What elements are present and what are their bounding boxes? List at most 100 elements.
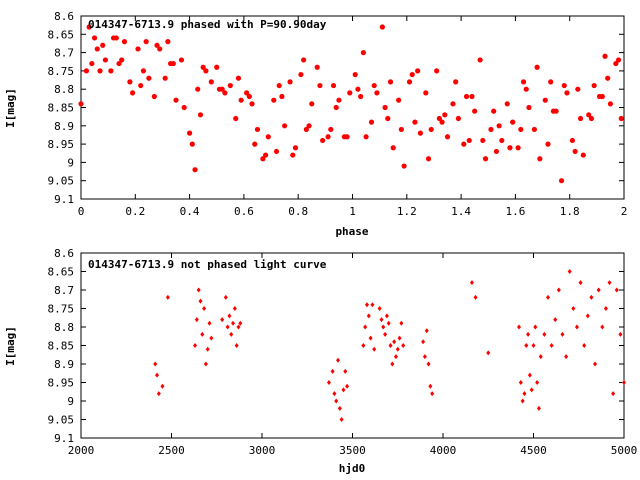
data-point xyxy=(271,97,277,103)
data-point xyxy=(536,405,541,411)
x-tick-label: 2000 xyxy=(68,444,95,457)
data-point xyxy=(244,90,250,96)
data-point xyxy=(195,86,201,92)
data-point xyxy=(424,328,429,334)
data-point xyxy=(368,119,375,125)
data-point xyxy=(143,39,149,45)
data-point xyxy=(571,306,576,311)
x-axis-label: hjd0 xyxy=(339,462,366,475)
data-point xyxy=(108,68,114,74)
data-point xyxy=(463,93,470,100)
data-point xyxy=(358,93,364,100)
data-point xyxy=(488,126,494,133)
x-tick-label: 3500 xyxy=(339,444,366,457)
data-point xyxy=(363,134,369,140)
data-point xyxy=(238,320,243,326)
data-point xyxy=(523,86,529,92)
data-point xyxy=(178,57,185,63)
x-tick-label: 1 xyxy=(349,205,356,218)
data-point xyxy=(591,82,597,89)
data-points xyxy=(153,269,626,422)
y-tick-label: 9 xyxy=(67,395,74,408)
data-point xyxy=(518,380,523,385)
data-point xyxy=(370,302,375,308)
data-point xyxy=(614,287,619,293)
data-point xyxy=(510,119,516,125)
data-point xyxy=(325,134,331,140)
data-point xyxy=(417,130,423,136)
data-point xyxy=(156,391,161,397)
y-tick-label: 9.1 xyxy=(54,432,74,445)
data-point xyxy=(564,90,570,96)
y-tick-label: 8.7 xyxy=(54,47,74,60)
data-point xyxy=(425,156,432,162)
data-point xyxy=(428,126,434,133)
data-point xyxy=(344,134,350,140)
data-point xyxy=(486,350,491,356)
data-point xyxy=(227,313,232,319)
data-point xyxy=(395,346,400,352)
data-point xyxy=(181,104,187,111)
data-point xyxy=(94,46,100,52)
data-point xyxy=(200,64,206,70)
x-axis-label: phase xyxy=(335,225,368,238)
data-point xyxy=(466,137,472,144)
data-point xyxy=(249,101,255,107)
data-point xyxy=(306,123,312,129)
y-axis-ticks: 8.6 8.65 8.7 8.75 8.8 8.85 8.9 8.95 9 9.05 9.1 xyxy=(48,247,624,445)
data-point xyxy=(428,383,433,389)
data-point xyxy=(542,97,548,103)
data-point xyxy=(453,79,459,85)
data-point xyxy=(422,354,427,360)
data-point xyxy=(102,57,109,63)
x-tick-label: 0.2 xyxy=(125,205,145,218)
data-point xyxy=(235,75,242,81)
data-point xyxy=(480,137,486,144)
phased-light-curve-plot: 8.6 8.65 8.7 8.75 8.8 8.85 8.9 8.95 9 9.05 9.1 0 0.… xyxy=(4,10,627,238)
data-point xyxy=(577,115,584,122)
data-point xyxy=(588,115,595,122)
data-point xyxy=(603,306,608,311)
x-tick-label: 1.2 xyxy=(397,205,417,218)
data-point xyxy=(524,343,529,348)
data-point xyxy=(560,331,565,337)
data-point xyxy=(384,313,389,319)
data-point xyxy=(377,306,382,311)
data-point xyxy=(86,24,92,30)
y-tick-label: 8.7 xyxy=(54,284,74,297)
data-point xyxy=(333,104,339,111)
y-tick-label: 9.05 xyxy=(48,175,75,188)
data-point xyxy=(320,137,326,144)
data-point xyxy=(439,119,445,125)
data-point xyxy=(473,294,478,300)
data-point xyxy=(223,294,228,300)
data-point xyxy=(537,156,543,162)
data-point xyxy=(301,57,307,63)
data-point xyxy=(196,287,201,293)
data-point xyxy=(585,313,590,319)
data-point xyxy=(379,317,384,323)
data-point xyxy=(596,287,601,293)
data-point xyxy=(618,115,624,122)
data-point xyxy=(550,108,557,114)
data-point xyxy=(529,387,534,393)
x-tick-label: 5000 xyxy=(611,444,638,457)
data-point xyxy=(575,86,581,92)
data-point xyxy=(236,324,241,330)
data-point xyxy=(599,93,605,100)
data-point xyxy=(233,115,239,122)
plot-frame xyxy=(80,252,625,439)
x-tick-label: 0 xyxy=(78,205,85,218)
data-point xyxy=(434,68,440,74)
data-point xyxy=(401,163,407,169)
data-point xyxy=(214,64,220,70)
data-point xyxy=(355,86,361,92)
data-point xyxy=(363,324,368,330)
data-point xyxy=(360,50,366,56)
data-point xyxy=(119,57,125,63)
data-point xyxy=(234,343,239,348)
data-point xyxy=(602,53,608,59)
data-point xyxy=(227,82,233,89)
data-point xyxy=(332,391,337,397)
data-point xyxy=(326,380,331,385)
